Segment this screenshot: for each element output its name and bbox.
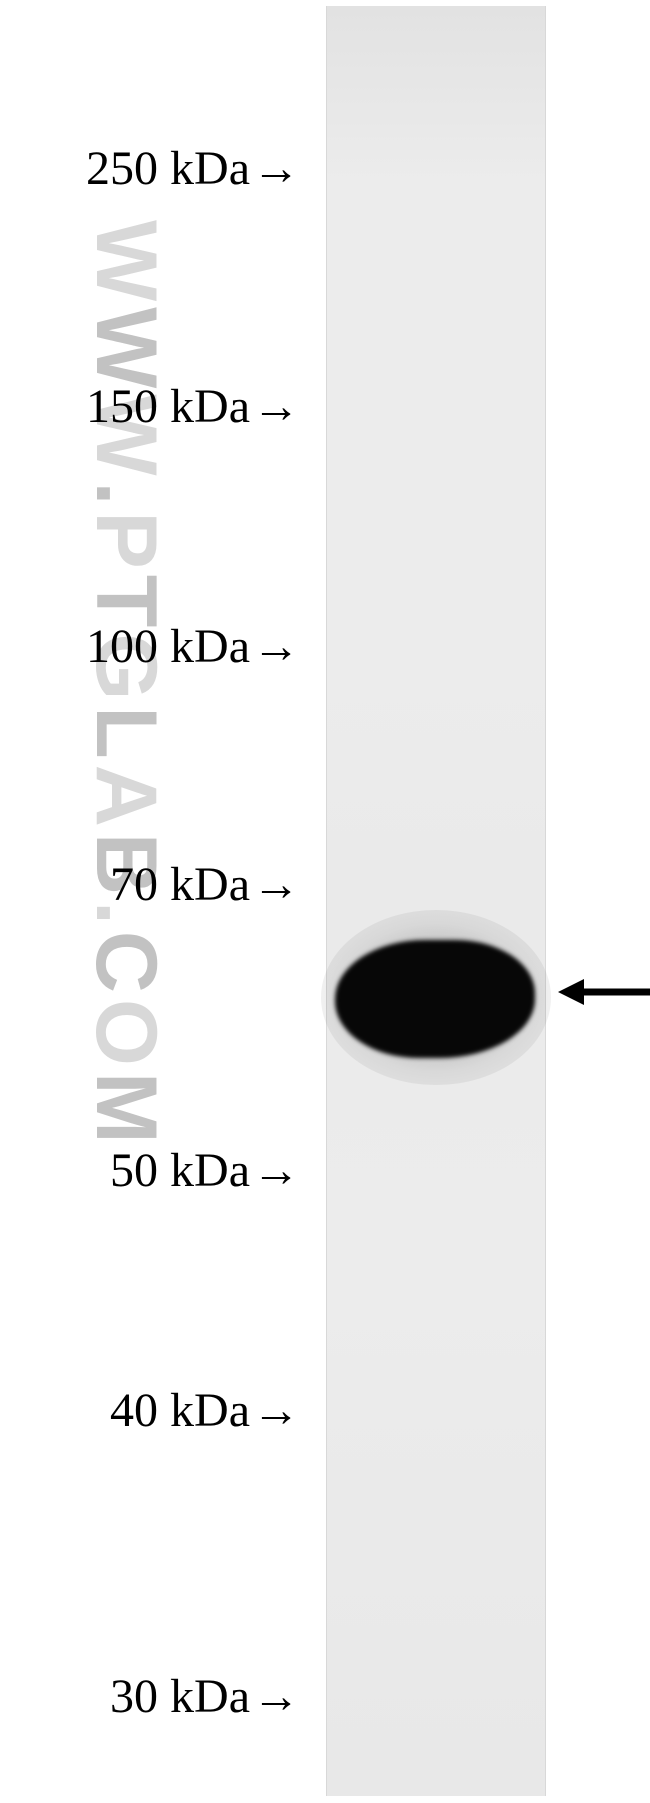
marker-label: 30 kDa→ xyxy=(110,1669,300,1724)
arrow-right-icon: → xyxy=(252,619,300,674)
arrow-right-icon: → xyxy=(252,141,300,196)
watermark-char: O xyxy=(76,999,175,1072)
arrow-right-icon: → xyxy=(252,1669,300,1724)
blot-figure: WWW.PTGLAB.COM 250 kDa→150 kDa→100 kDa→7… xyxy=(0,0,650,1803)
marker-weight-text: 40 kDa xyxy=(110,1384,250,1437)
protein-band xyxy=(335,940,535,1058)
watermark-char: M xyxy=(76,1072,175,1150)
marker-label: 250 kDa→ xyxy=(86,141,300,196)
marker-label: 100 kDa→ xyxy=(86,619,300,674)
watermark-text: WWW.PTGLAB.COM xyxy=(76,220,175,1150)
marker-label: 150 kDa→ xyxy=(86,379,300,434)
watermark-char: . xyxy=(76,482,175,512)
watermark-char: A xyxy=(76,765,175,833)
marker-weight-text: 70 kDa xyxy=(110,858,250,911)
watermark-char: W xyxy=(76,220,175,307)
marker-weight-text: 50 kDa xyxy=(110,1144,250,1197)
marker-label: 40 kDa→ xyxy=(110,1383,300,1438)
arrow-right-icon: → xyxy=(252,857,300,912)
arrow-right-icon: → xyxy=(252,379,300,434)
blot-lane xyxy=(326,6,546,1796)
marker-label: 70 kDa→ xyxy=(110,857,300,912)
lane-background xyxy=(327,6,545,1796)
marker-weight-text: 250 kDa xyxy=(86,142,250,195)
watermark-char: C xyxy=(76,931,175,999)
marker-label: 50 kDa→ xyxy=(110,1143,300,1198)
watermark-char: P xyxy=(76,511,175,574)
arrow-right-icon: → xyxy=(252,1383,300,1438)
marker-weight-text: 150 kDa xyxy=(86,380,250,433)
band-indicator-arrow xyxy=(558,972,650,1012)
arrow-right-icon: → xyxy=(252,1143,300,1198)
marker-weight-text: 100 kDa xyxy=(86,620,250,673)
watermark-char: L xyxy=(76,706,175,765)
marker-weight-text: 30 kDa xyxy=(110,1670,250,1723)
